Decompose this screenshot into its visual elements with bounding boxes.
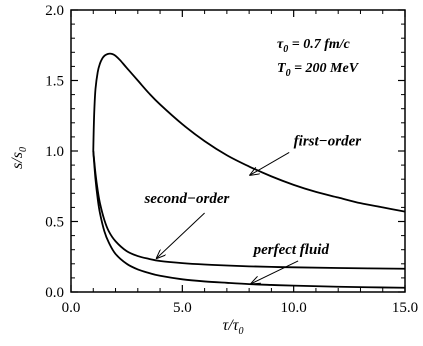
series-line-first-order	[92, 52, 406, 213]
annotation-label-second-order: second−order	[143, 191, 229, 207]
series-line-perfect-fluid	[92, 150, 406, 289]
x-tick-label: 10.0	[281, 300, 307, 316]
series-line-second-order	[92, 150, 406, 270]
y-axis-title: s/s0	[9, 147, 29, 169]
y-tick-label: 1.0	[45, 144, 64, 160]
y-tick-label: 2.0	[45, 3, 64, 19]
y-tick-label: 1.5	[45, 74, 64, 90]
param-tau0: τ0 = 0.7 fm/c	[277, 37, 351, 55]
annotations: first−order second−order perfect fluid	[143, 133, 361, 283]
plot-frame	[70, 9, 406, 293]
annotation-label-first-order: first−order	[294, 133, 362, 149]
x-axis-title: τ/τ0	[223, 317, 244, 337]
annotation-arrow-perfect-fluid	[251, 260, 299, 284]
param-tau0-subscript: 0	[283, 44, 288, 55]
x-axis-title-subscript: 0	[238, 326, 243, 337]
param-T0: T0 = 200 MeV	[277, 61, 360, 79]
annotation-arrow-first-order	[250, 151, 290, 175]
y-tick-label: 0.5	[45, 215, 64, 231]
x-tick-label: 0.0	[62, 300, 81, 316]
annotation-arrow-second-order	[157, 212, 205, 258]
y-tick-label: 0.0	[45, 285, 64, 301]
y-axis-title-subscript: 0	[18, 147, 29, 152]
x-tick-label: 15.0	[392, 300, 418, 316]
param-T0-value: = 200 MeV	[291, 61, 360, 76]
param-T0-subscript: 0	[286, 68, 291, 79]
x-tick-label: 5.0	[173, 300, 192, 316]
series-lines	[92, 52, 406, 289]
axis-ticks: 0.0 5.0 10.0 15.0 0.0 0.5 1.0 1.5 2.0	[45, 3, 418, 316]
annotation-label-perfect-fluid: perfect fluid	[252, 242, 330, 258]
param-tau0-value: = 0.7 fm/c	[288, 37, 350, 52]
